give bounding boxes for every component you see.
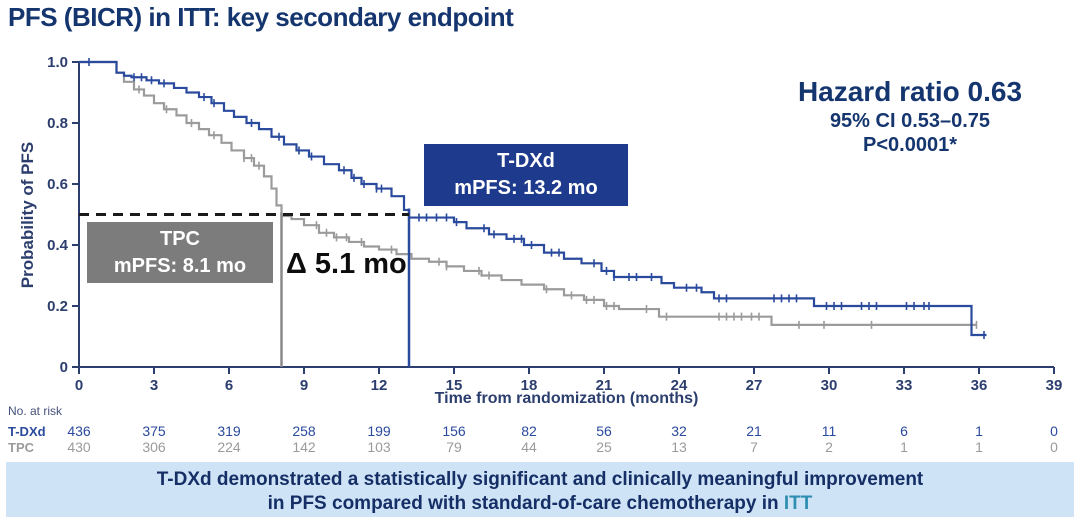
risk-value: 6 bbox=[900, 423, 908, 439]
x-tick-label: 12 bbox=[371, 377, 388, 394]
risk-value: 44 bbox=[521, 439, 537, 455]
conclusion-line2: in PFS compared with standard-of-care ch… bbox=[6, 492, 1074, 516]
risk-value: 199 bbox=[367, 423, 391, 439]
x-tick-label: 24 bbox=[671, 377, 688, 394]
risk-value: 25 bbox=[596, 439, 612, 455]
x-tick-label: 0 bbox=[75, 377, 83, 394]
risk-value: 0 bbox=[1050, 439, 1058, 455]
risk-row-label-tdxd: T-DXd bbox=[8, 424, 46, 439]
x-tick-label: 15 bbox=[446, 377, 463, 394]
risk-value: 319 bbox=[217, 423, 241, 439]
page-title: PFS (BICR) in ITT: key secondary endpoin… bbox=[8, 2, 514, 32]
tdxd-median-value: mPFS: 13.2 mo bbox=[454, 177, 598, 199]
risk-value: 258 bbox=[292, 423, 316, 439]
risk-value: 7 bbox=[750, 439, 758, 455]
x-tick-label: 27 bbox=[746, 377, 763, 394]
x-tick-label: 36 bbox=[971, 377, 988, 394]
risk-value: 21 bbox=[746, 423, 762, 439]
y-tick-label: 0.8 bbox=[47, 115, 68, 132]
x-tick-label: 6 bbox=[225, 377, 233, 394]
y-tick-label: 1.0 bbox=[47, 54, 68, 71]
x-tick-label: 33 bbox=[896, 377, 913, 394]
risk-value: 430 bbox=[67, 439, 91, 455]
risk-value: 375 bbox=[142, 423, 166, 439]
x-tick-label: 30 bbox=[821, 377, 838, 394]
y-tick-label: 0.6 bbox=[47, 176, 68, 193]
conclusion-banner: T-DXd demonstrated a statistically signi… bbox=[6, 462, 1074, 517]
risk-value: 79 bbox=[446, 439, 462, 455]
median-difference-label: Δ 5.1 mo bbox=[286, 248, 407, 280]
tpc-median-value: mPFS: 8.1 mo bbox=[113, 255, 247, 277]
risk-value: 1 bbox=[975, 423, 983, 439]
x-tick-label: 18 bbox=[521, 377, 538, 394]
risk-value: 1 bbox=[900, 439, 908, 455]
conclusion-line2-text: in PFS compared with standard-of-care ch… bbox=[267, 493, 784, 514]
risk-value: 103 bbox=[367, 439, 391, 455]
tdxd-median-label-box: T-DXd mPFS: 13.2 mo bbox=[424, 144, 628, 206]
tpc-censor-ticks bbox=[138, 85, 978, 329]
x-tick-label: 9 bbox=[300, 377, 308, 394]
confidence-interval: 95% CI 0.53–0.75 bbox=[829, 110, 991, 133]
risk-value: 142 bbox=[292, 439, 316, 455]
risk-value: 56 bbox=[596, 423, 612, 439]
risk-value: 224 bbox=[217, 439, 241, 455]
risk-value: 32 bbox=[671, 423, 687, 439]
risk-value: 82 bbox=[521, 423, 537, 439]
hazard-ratio-value: Hazard ratio 0.63 bbox=[797, 76, 1023, 107]
t-dxd-curve bbox=[79, 60, 987, 337]
tpc-median-label-box: TPC mPFS: 8.1 mo bbox=[87, 222, 273, 283]
p-value: P<0.0001* bbox=[863, 134, 957, 157]
conclusion-line1: T-DXd demonstrated a statistically signi… bbox=[156, 469, 924, 490]
risk-value: 13 bbox=[671, 439, 687, 455]
risk-table-caption: No. at risk bbox=[8, 404, 63, 418]
tpc-curve bbox=[79, 60, 977, 327]
t-dxd-censor-ticks bbox=[88, 58, 985, 339]
y-tick-label: 0.2 bbox=[47, 298, 68, 315]
risk-value: 436 bbox=[67, 423, 91, 439]
risk-value: 156 bbox=[442, 423, 466, 439]
x-tick-label: 3 bbox=[150, 377, 158, 394]
y-tick-label: 0.4 bbox=[47, 237, 69, 254]
x-axis-label: Time from randomization (months) bbox=[434, 390, 699, 407]
risk-value: 11 bbox=[822, 423, 837, 439]
risk-value: 1 bbox=[975, 439, 983, 455]
tdxd-arm-name: T-DXd bbox=[497, 150, 555, 172]
x-tick-label: 39 bbox=[1046, 377, 1063, 394]
hazard-ratio-block: Hazard ratio 0.63 95% CI 0.53–0.75 P<0.0… bbox=[742, 76, 1078, 157]
y-axis-label: Probability of PFS bbox=[18, 141, 37, 289]
risk-value: 2 bbox=[825, 439, 833, 455]
risk-value: 0 bbox=[1050, 423, 1058, 439]
risk-value: 306 bbox=[142, 439, 166, 455]
x-tick-label: 21 bbox=[596, 377, 613, 394]
risk-row-label-tpc: TPC bbox=[8, 440, 34, 455]
km-chart: 1.00.80.60.40.200 3 6 9 12 15 18 21 24 27 30 33 36 39… bbox=[47, 54, 1063, 455]
y-tick-label: 0 bbox=[60, 359, 68, 376]
tpc-arm-name: TPC bbox=[160, 228, 200, 250]
conclusion-itt-highlight: ITT bbox=[783, 493, 813, 514]
